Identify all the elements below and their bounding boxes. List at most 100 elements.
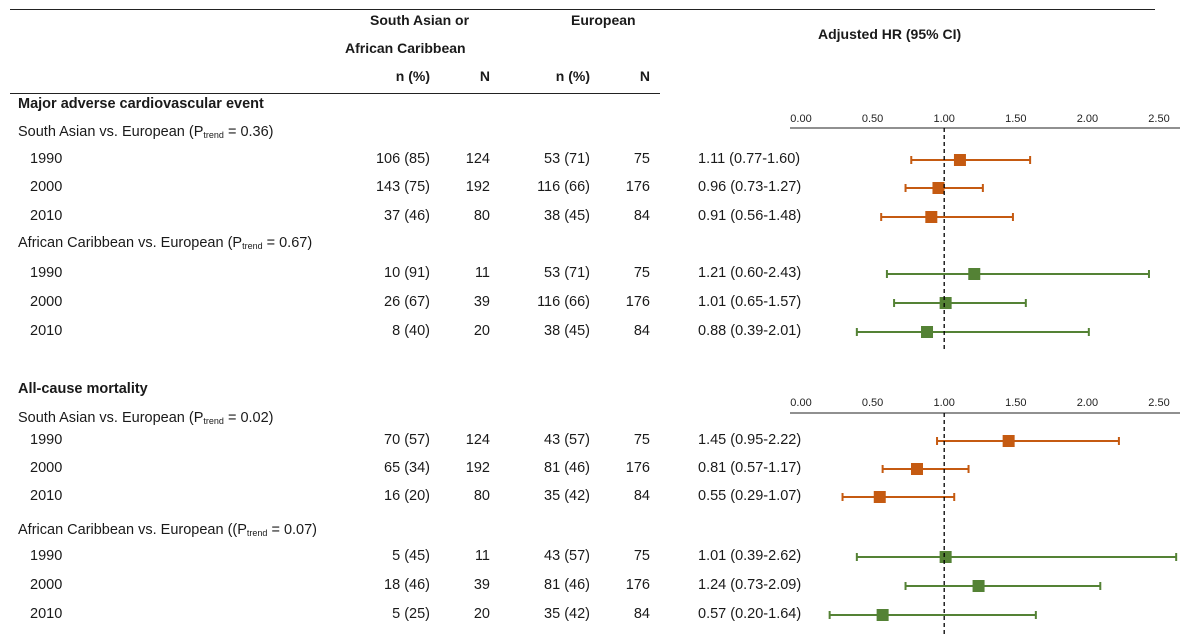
cell-N-2: 176 <box>625 460 650 476</box>
cell-N-1: 192 <box>465 460 490 476</box>
hr-point <box>932 182 945 194</box>
group-label-main: South Asian vs. European (P <box>18 124 204 140</box>
group-label-subscript: trend <box>203 416 224 426</box>
cell-n-pct-1: 65 (34) <box>384 460 430 476</box>
cell-n-pct-1: 70 (57) <box>384 432 430 448</box>
cell-n-pct-1: 10 (91) <box>384 265 430 281</box>
cell-N-1: 11 <box>474 265 490 281</box>
group-label-tail: = 0.67) <box>262 235 313 251</box>
axis-tick-label: 1.50 <box>1005 397 1026 409</box>
group-label: South Asian vs. European (Ptrend = 0.02) <box>18 410 274 426</box>
section-title: Major adverse cardiovascular event <box>18 96 264 112</box>
row-year: 1990 <box>30 151 63 167</box>
cell-n-pct-1: 37 (46) <box>384 208 430 224</box>
row-year: 1990 <box>30 432 63 448</box>
cell-n-pct-1: 5 (45) <box>392 548 430 564</box>
cell-n-pct-1: 16 (20) <box>384 488 430 504</box>
cell-N-1: 80 <box>473 208 490 224</box>
axis-tick-label: 2.50 <box>1148 397 1169 409</box>
cell-n-pct-2: 53 (71) <box>544 265 590 281</box>
cell-hr-ci: 1.01 (0.39-2.62) <box>698 548 802 564</box>
cell-n-pct-2: 38 (45) <box>544 208 590 224</box>
header-n-pct-1: n (%) <box>395 68 430 84</box>
hr-point <box>876 609 889 621</box>
header-group1-line2: African Caribbean <box>345 40 466 56</box>
cell-N-2: 75 <box>633 432 650 448</box>
axis-tick-label: 2.00 <box>1077 113 1098 125</box>
row-year: 2010 <box>30 323 63 339</box>
cell-hr-ci: 0.55 (0.29-1.07) <box>698 488 802 504</box>
cell-n-pct-2: 116 (66) <box>537 179 590 195</box>
header-hr-title: Adjusted HR (95% CI) <box>818 26 962 42</box>
row-year: 2010 <box>30 208 63 224</box>
hr-point <box>873 491 886 503</box>
section-title: All-cause mortality <box>18 381 148 397</box>
group-label-subscript: trend <box>203 130 224 140</box>
hr-point <box>921 326 934 338</box>
axis-tick-label: 1.50 <box>1005 113 1026 125</box>
row-year: 2000 <box>30 179 63 195</box>
group-label-tail: = 0.36) <box>223 124 274 140</box>
axis-tick-label: 1.00 <box>933 397 954 409</box>
hr-point <box>925 211 938 223</box>
cell-n-pct-2: 35 (42) <box>544 488 590 504</box>
header-group1-line1: South Asian or <box>370 12 470 28</box>
hr-point <box>939 551 952 563</box>
axis-tick-label: 1.00 <box>933 113 954 125</box>
cell-hr-ci: 0.81 (0.57-1.17) <box>698 460 802 476</box>
cell-N-2: 75 <box>633 151 650 167</box>
cell-N-2: 176 <box>625 294 650 310</box>
cell-n-pct-1: 5 (25) <box>392 606 430 622</box>
hr-point <box>939 297 952 309</box>
header-N-2: N <box>639 68 650 84</box>
cell-N-2: 84 <box>633 323 650 339</box>
row-year: 2000 <box>30 294 63 310</box>
hr-point <box>953 154 966 166</box>
cell-hr-ci: 1.21 (0.60-2.43) <box>698 265 802 281</box>
header-group2: European <box>571 12 636 28</box>
axis-tick-label: 0.00 <box>790 113 811 125</box>
group-label-main: South Asian vs. European (P <box>18 410 204 426</box>
cell-hr-ci: 0.91 (0.56-1.48) <box>698 208 802 224</box>
cell-N-1: 39 <box>473 294 490 310</box>
cell-n-pct-2: 53 (71) <box>544 151 590 167</box>
cell-n-pct-2: 81 (46) <box>544 577 590 593</box>
cell-N-2: 84 <box>633 488 650 504</box>
header-N-1: N <box>479 68 490 84</box>
cell-n-pct-1: 143 (75) <box>375 179 430 195</box>
cell-n-pct-2: 35 (42) <box>544 606 590 622</box>
group-label-main: African Caribbean vs. European ((P <box>18 522 247 538</box>
cell-hr-ci: 1.11 (0.77-1.60) <box>698 151 801 167</box>
cell-N-2: 75 <box>633 265 650 281</box>
hr-point <box>910 463 923 475</box>
header-rule <box>10 93 660 94</box>
cell-n-pct-2: 38 (45) <box>544 323 590 339</box>
top-rule <box>10 9 1155 10</box>
row-year: 2010 <box>30 488 63 504</box>
cell-n-pct-2: 81 (46) <box>544 460 590 476</box>
row-year: 2010 <box>30 606 63 622</box>
row-year: 1990 <box>30 265 63 281</box>
group-label-subscript: trend <box>242 241 263 251</box>
cell-hr-ci: 1.01 (0.65-1.57) <box>698 294 802 310</box>
cell-N-1: 80 <box>473 488 490 504</box>
hr-point <box>1002 435 1015 447</box>
cell-N-1: 20 <box>473 323 490 339</box>
axis-tick-label: 0.50 <box>862 397 883 409</box>
header-n-pct-2: n (%) <box>555 68 590 84</box>
axis-tick-label: 2.00 <box>1077 397 1098 409</box>
cell-hr-ci: 1.45 (0.95-2.22) <box>698 432 802 448</box>
cell-N-2: 75 <box>633 548 650 564</box>
cell-N-2: 84 <box>633 208 650 224</box>
axis-tick-label: 2.50 <box>1148 113 1169 125</box>
cell-n-pct-1: 26 (67) <box>384 294 430 310</box>
hr-point <box>972 580 985 592</box>
cell-hr-ci: 0.88 (0.39-2.01) <box>698 323 802 339</box>
group-label-main: African Caribbean vs. European (P <box>18 235 243 251</box>
row-year: 1990 <box>30 548 63 564</box>
cell-n-pct-1: 106 (85) <box>375 151 430 167</box>
row-year: 2000 <box>30 460 63 476</box>
cell-n-pct-2: 116 (66) <box>537 294 590 310</box>
group-label: African Caribbean vs. European (Ptrend =… <box>18 235 312 251</box>
